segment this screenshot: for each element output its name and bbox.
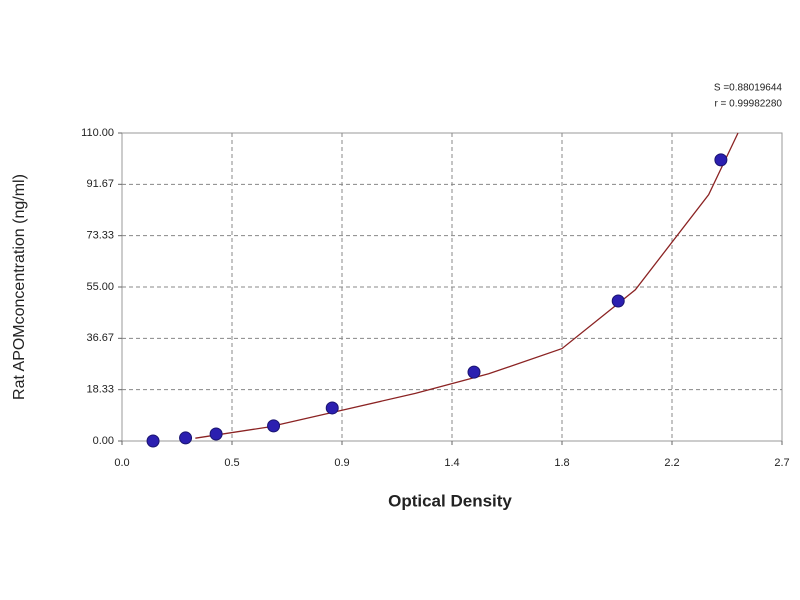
y-tick-label: 36.67 [86, 332, 114, 344]
data-point [267, 419, 281, 433]
x-tick-label: 0.9 [334, 457, 349, 469]
data-point [325, 401, 339, 415]
data-point [611, 294, 625, 308]
y-tick-label: 91.67 [86, 178, 114, 190]
data-point [146, 434, 160, 448]
x-tick-label: 0.0 [114, 457, 129, 469]
x-tick-label: 1.8 [554, 457, 569, 469]
y-tick-label: 110.00 [81, 127, 114, 139]
data-point [179, 431, 193, 445]
y-tick-label: 18.33 [86, 384, 114, 396]
data-point [714, 153, 728, 167]
x-tick-label: 0.5 [224, 457, 239, 469]
y-axis-label: Rat APOMconcentration (ng/ml) [11, 174, 28, 400]
annotation: r = 0.99982280 [714, 99, 782, 110]
y-tick-label: 55.00 [86, 281, 114, 293]
fit-curve [195, 132, 739, 439]
x-tick-label: 2.7 [774, 457, 789, 469]
annotation: S =0.88019644 [714, 83, 783, 94]
y-tick-label: 0.00 [93, 435, 114, 447]
x-tick-label: 1.4 [444, 457, 459, 469]
x-tick-label: 2.2 [664, 457, 679, 469]
y-tick-label: 73.33 [86, 230, 114, 242]
data-point [467, 365, 481, 379]
data-point [209, 427, 223, 441]
x-axis-label: Optical Density [388, 491, 512, 510]
